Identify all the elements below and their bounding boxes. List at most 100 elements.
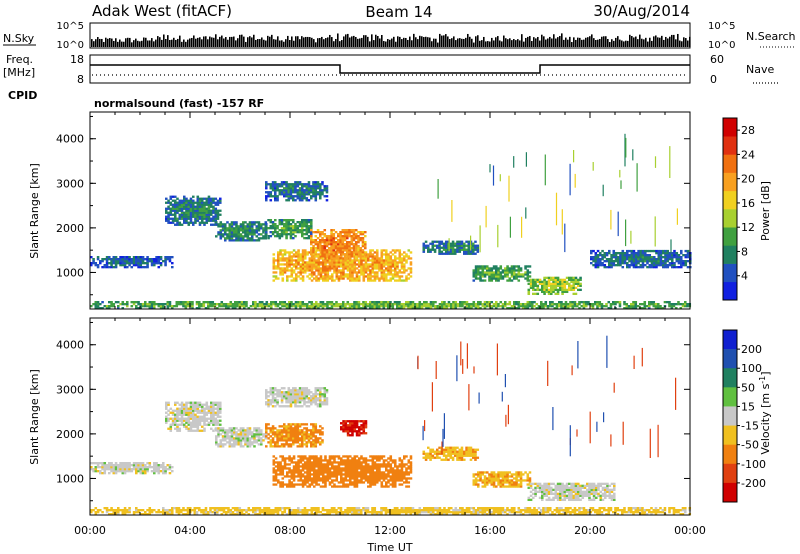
echo-cell — [219, 439, 223, 442]
echo-cell — [350, 253, 354, 256]
echo-cell — [288, 305, 291, 308]
echo-cell — [492, 275, 496, 278]
noise-bar — [253, 34, 255, 47]
echo-cell — [112, 464, 116, 467]
echo-cell — [508, 301, 512, 304]
echo-cell — [269, 221, 273, 224]
echo-cell — [288, 307, 291, 310]
echo-cell — [376, 267, 379, 270]
echo-cell — [278, 405, 282, 408]
echo-cell — [550, 284, 553, 288]
echo-cell — [229, 305, 233, 308]
echo-cell — [251, 225, 254, 228]
echo-cell — [286, 275, 289, 278]
echo-cell — [214, 407, 218, 410]
noise-bar — [519, 40, 521, 47]
echo-cell — [310, 397, 313, 400]
echo-cell — [285, 305, 289, 308]
echo-cell — [385, 279, 388, 282]
echo-cell — [192, 415, 195, 418]
echo-cell — [290, 271, 294, 274]
echo-cell — [265, 389, 268, 392]
echo-cell — [296, 225, 300, 228]
echo-cell — [353, 255, 357, 258]
echo-cell — [280, 431, 284, 434]
echo-cell — [203, 403, 206, 406]
echo-cell — [325, 195, 329, 198]
echo-cell — [623, 254, 627, 257]
echo-cell — [155, 256, 158, 259]
echo-cell — [96, 301, 100, 304]
echo-cell — [387, 307, 390, 310]
echo-streak — [625, 137, 627, 158]
echo-cell — [212, 423, 215, 426]
echo-cell — [185, 217, 188, 220]
echo-cell — [165, 411, 168, 414]
echo-cell — [382, 305, 386, 308]
echo-cell — [292, 469, 296, 472]
echo-cell — [387, 301, 390, 304]
echo-cell — [281, 481, 285, 484]
echo-cell — [431, 248, 435, 251]
echo-cell — [135, 462, 138, 465]
echo-cell — [355, 279, 359, 282]
echo-cell — [96, 303, 100, 306]
echo-cell — [330, 233, 333, 236]
echo-cell — [271, 223, 275, 226]
echo-cell — [373, 267, 377, 270]
echo-cell — [350, 243, 354, 246]
echo-cell — [305, 199, 309, 202]
noise-bar — [363, 35, 365, 47]
echo-cell — [287, 219, 291, 222]
echo-cell — [290, 275, 294, 278]
echo-cell — [513, 307, 516, 310]
echo-cell — [323, 401, 327, 404]
echo-cell — [360, 259, 363, 262]
echo-cell — [292, 259, 296, 262]
noise-bar — [423, 37, 425, 47]
echo-cell — [114, 266, 118, 269]
echo-cell — [237, 225, 241, 228]
echo-cell — [418, 303, 422, 306]
echo-cell — [235, 229, 238, 232]
echo-cell — [355, 251, 358, 254]
echo-cell — [176, 401, 179, 404]
echo-cell — [280, 439, 284, 442]
echo-cell — [477, 307, 480, 310]
echo-cell — [376, 261, 379, 264]
echo-cell — [662, 266, 665, 269]
echo-cell — [373, 259, 377, 262]
echo-cell — [292, 429, 295, 432]
echo-cell — [303, 393, 306, 396]
echo-cell — [298, 433, 302, 436]
echo-cell — [137, 470, 140, 473]
echo-cell — [296, 393, 300, 396]
echo-cell — [255, 429, 259, 432]
echo-cell — [299, 303, 302, 306]
echo-cell — [224, 229, 227, 232]
echo-cell — [108, 256, 111, 259]
echo-cell — [246, 441, 250, 444]
echo-cell — [185, 205, 188, 208]
echo-cell — [274, 397, 277, 400]
echo-cell — [621, 262, 625, 265]
echo-cell — [641, 260, 645, 263]
echo-cell — [285, 187, 288, 190]
echo-cell — [610, 254, 613, 257]
echo-cell — [166, 307, 170, 310]
echo-cell — [194, 419, 197, 422]
echo-cell — [349, 279, 352, 282]
echo-cell — [168, 256, 172, 259]
echo-cell — [296, 427, 300, 430]
echo-cell — [283, 301, 287, 304]
echo-cell — [110, 305, 113, 308]
echo-cell — [141, 305, 145, 308]
echo-cell — [641, 252, 645, 255]
echo-cell — [321, 251, 324, 254]
echo-cell — [203, 407, 206, 410]
echo-cell — [589, 303, 593, 306]
echo-cell — [317, 259, 321, 262]
echo-cell — [285, 189, 288, 192]
echo-cell — [526, 305, 530, 308]
noise-bar — [193, 35, 195, 47]
